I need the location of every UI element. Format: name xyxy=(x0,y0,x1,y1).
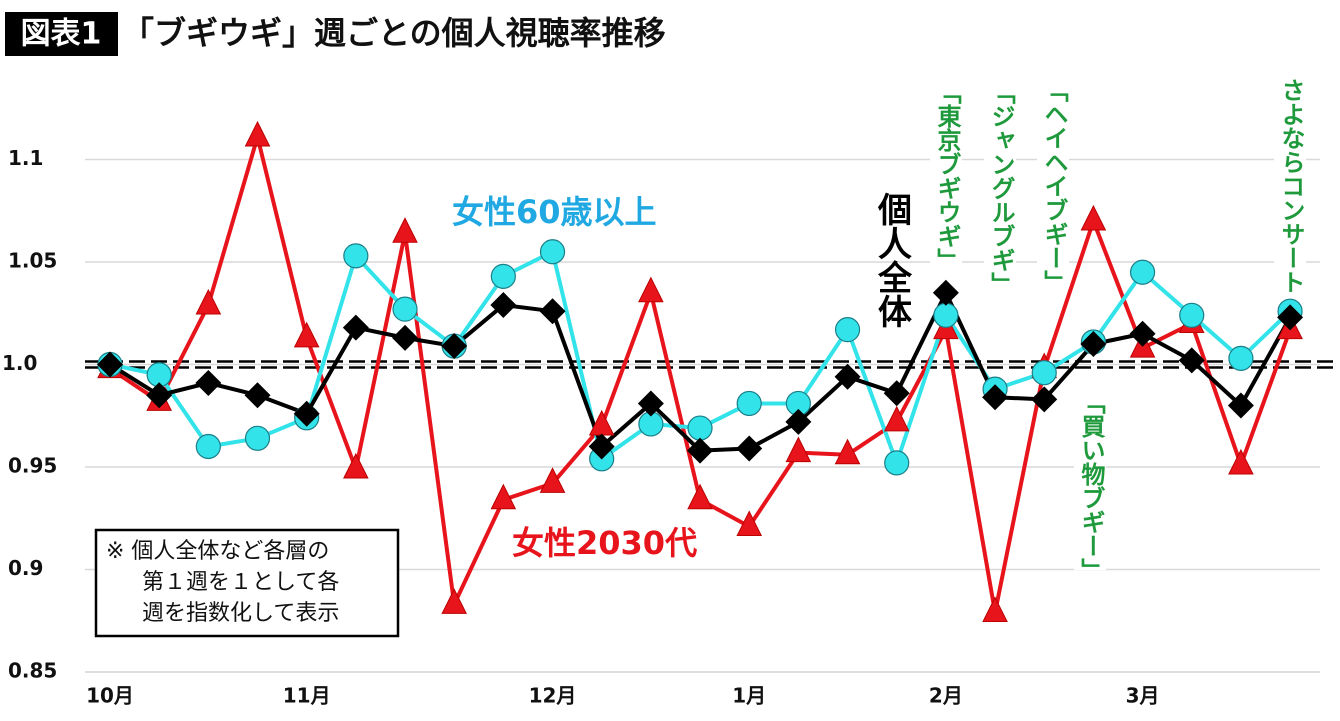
note-line: 第１週を１として各 xyxy=(142,570,339,595)
title-tag: 図表1 xyxy=(21,17,102,52)
series-label: 女性2030代 xyxy=(512,524,697,562)
marker xyxy=(1080,204,1107,231)
marker xyxy=(1228,345,1254,371)
marker xyxy=(1277,304,1304,331)
marker xyxy=(736,510,763,536)
marker xyxy=(982,384,1009,411)
marker xyxy=(441,588,467,614)
annotation-bg xyxy=(984,80,1016,270)
marker xyxy=(1179,302,1205,328)
marker xyxy=(244,382,271,409)
marker xyxy=(146,382,173,409)
marker xyxy=(343,452,369,479)
marker xyxy=(539,298,566,325)
annotation-bg xyxy=(930,80,962,270)
y-tick-label: 0.95 xyxy=(8,454,57,478)
annotation-bg xyxy=(1074,390,1106,570)
marker xyxy=(1228,448,1254,475)
marker xyxy=(441,333,468,360)
x-tick-label: 10月 xyxy=(86,684,134,708)
x-tick-label: 3月 xyxy=(1126,684,1160,708)
marker xyxy=(687,483,713,510)
marker xyxy=(539,467,566,493)
marker xyxy=(785,408,812,435)
marker xyxy=(785,436,812,463)
marker xyxy=(1129,259,1156,285)
marker xyxy=(1178,347,1205,374)
marker xyxy=(637,390,664,417)
marker xyxy=(638,276,664,303)
y-tick-label: 0.9 xyxy=(8,556,43,580)
marker xyxy=(490,483,517,510)
marker xyxy=(834,363,861,390)
annotation: 「ジャングルブギ」 xyxy=(987,80,1015,296)
x-tick-label: 2月 xyxy=(929,684,963,708)
marker xyxy=(1080,331,1107,357)
marker xyxy=(687,437,714,464)
marker xyxy=(195,288,222,315)
marker xyxy=(539,239,566,265)
marker xyxy=(343,243,369,269)
marker xyxy=(588,433,615,460)
series-label: 個人全体 xyxy=(872,192,913,328)
marker xyxy=(933,302,959,328)
marker xyxy=(834,438,861,465)
marker xyxy=(736,390,762,417)
x-tick-label: 1月 xyxy=(732,684,766,708)
annotation: さよならコンサート xyxy=(1277,78,1305,294)
annotation: 「東京ブギウギ」 xyxy=(933,80,961,272)
series-label: 女性60歳以上 xyxy=(452,193,657,231)
x-tick-label: 12月 xyxy=(529,684,577,708)
marker xyxy=(1031,386,1058,413)
marker xyxy=(342,314,369,341)
marker xyxy=(982,596,1008,623)
marker xyxy=(1129,320,1156,347)
annotation: 「ヘイヘイブギー」 xyxy=(1040,78,1068,294)
marker xyxy=(883,380,910,407)
marker xyxy=(687,415,713,441)
marker xyxy=(883,405,910,432)
marker xyxy=(195,369,222,396)
marker xyxy=(97,351,123,378)
note-line: ※ 個人全体など各層の xyxy=(106,539,329,564)
marker xyxy=(1227,392,1254,419)
marker xyxy=(293,321,320,348)
marker xyxy=(392,324,419,351)
marker xyxy=(392,296,418,322)
marker xyxy=(293,400,320,427)
y-tick-label: 0.85 xyxy=(8,659,57,683)
note-line: 週を指数化して表示 xyxy=(142,601,339,626)
chart-title: 「ブギウギ」週ごとの個人視聴率推移 xyxy=(122,14,666,52)
marker xyxy=(244,120,271,147)
y-tick-label: 1.05 xyxy=(8,249,57,273)
annotation-bg xyxy=(1037,78,1069,268)
marker xyxy=(490,292,517,319)
y-tick-label: 1.1 xyxy=(8,146,43,170)
note-frame xyxy=(94,528,400,638)
marker xyxy=(932,279,959,306)
marker xyxy=(392,217,418,243)
annotation: 「買い物ブギー」 xyxy=(1077,390,1105,582)
marker xyxy=(195,433,221,460)
marker xyxy=(490,263,516,289)
y-tick-label: 1.0 xyxy=(2,351,37,375)
marker xyxy=(884,450,910,476)
annotation-bg xyxy=(1274,78,1306,268)
marker xyxy=(1031,360,1057,386)
x-tick-label: 11月 xyxy=(283,684,331,708)
title-tag-box xyxy=(5,12,118,56)
marker xyxy=(736,435,763,462)
marker xyxy=(244,425,271,451)
marker xyxy=(834,317,861,343)
